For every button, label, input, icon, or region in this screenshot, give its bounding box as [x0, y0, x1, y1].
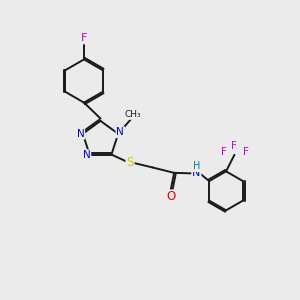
Text: N: N	[192, 168, 200, 178]
Text: N: N	[83, 150, 90, 160]
Text: F: F	[81, 33, 87, 43]
Text: N: N	[116, 127, 124, 137]
Text: F: F	[221, 147, 227, 157]
Text: O: O	[166, 190, 175, 203]
Text: H: H	[193, 161, 200, 171]
Text: N: N	[76, 129, 84, 139]
Text: F: F	[231, 141, 236, 151]
Text: CH₃: CH₃	[124, 110, 141, 119]
Text: F: F	[243, 147, 249, 158]
Text: S: S	[126, 156, 134, 170]
